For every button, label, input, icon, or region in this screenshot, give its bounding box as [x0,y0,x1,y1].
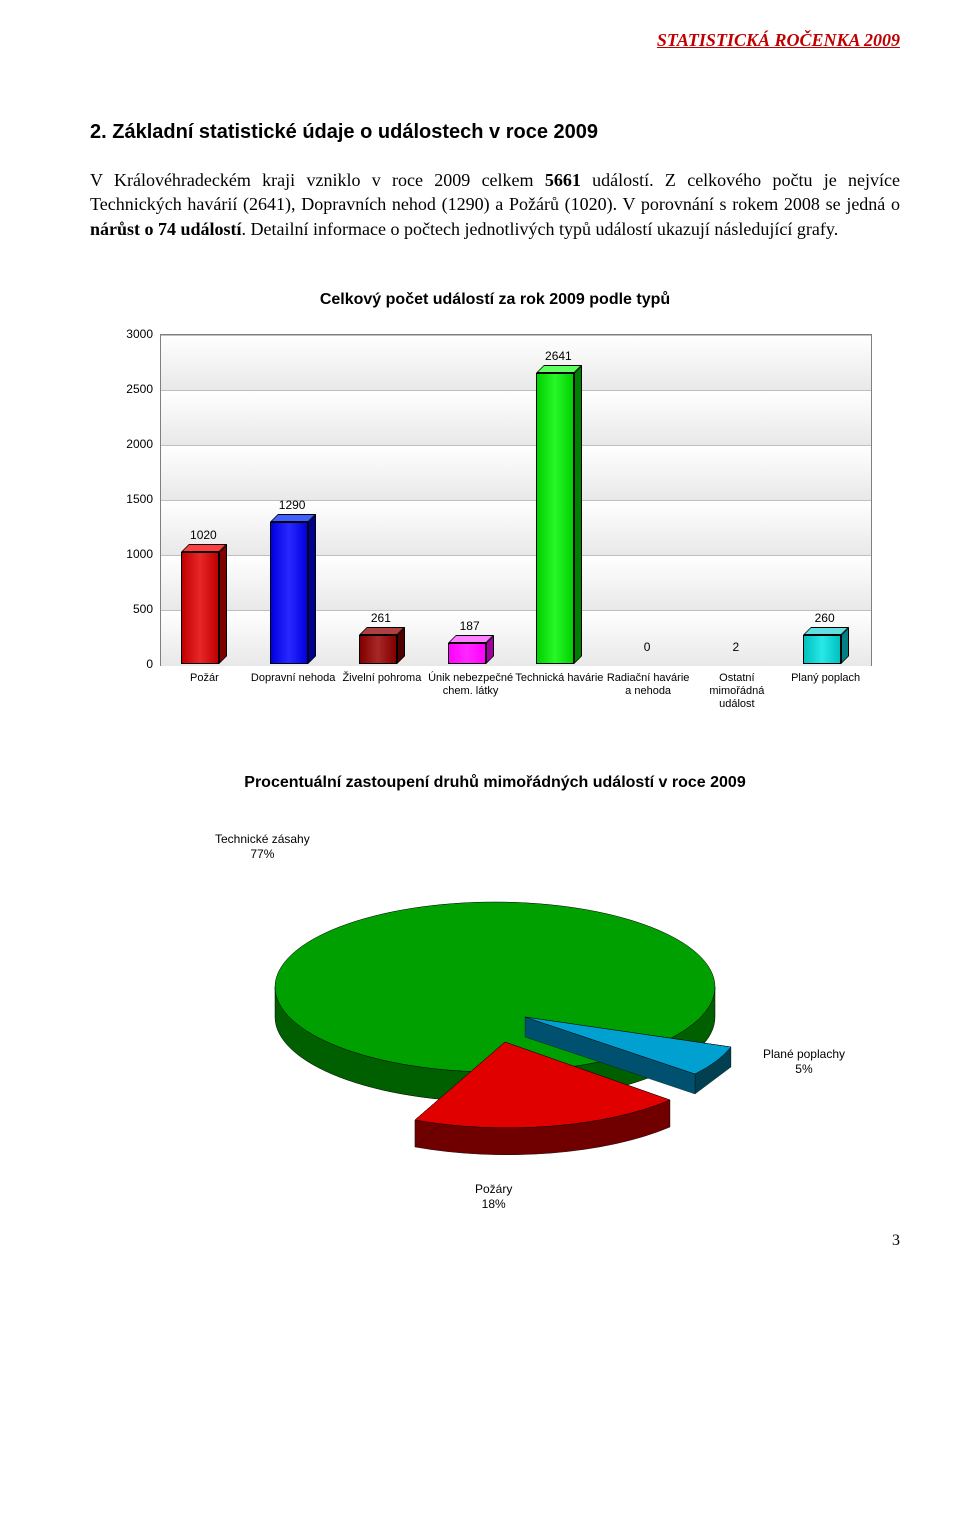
x-label: Únik nebezpečné chem. látky [426,672,515,698]
body-paragraph: V Královéhradeckém kraji vzniklo v roce … [90,168,900,241]
pie-label-pct: 77% [250,847,274,861]
x-label: Radiační havárie a nehoda [604,672,693,698]
bar: 261 [359,635,405,664]
page-number: 3 [90,1232,900,1250]
y-tick: 2000 [105,437,153,451]
bar-value: 260 [795,611,855,625]
pie-chart: Procentuální zastoupení druhů mimořádnýc… [90,774,900,1222]
text-bold: 5661 [545,170,581,190]
x-label: Technická havárie [515,672,604,685]
y-tick: 2500 [105,382,153,396]
bar: 187 [448,643,494,664]
bar-value: 187 [440,619,500,633]
pie-label-pct: 5% [795,1062,812,1076]
pie-label-name: Plané poplachy [763,1047,845,1061]
page-header: STATISTICKÁ ROČENKA 2009 [90,30,900,51]
text-bold: nárůst o 74 událostí [90,219,242,239]
pie-chart-title: Procentuální zastoupení druhů mimořádnýc… [90,774,900,792]
x-label: Živelní pohroma [338,672,427,685]
pie-label-name: Technické zásahy [215,832,310,846]
bar-value: 1290 [262,498,322,512]
pie-label-pct: 18% [482,1197,506,1211]
x-label: Planý poplach [781,672,870,685]
y-tick: 1500 [105,492,153,506]
bar-value: 261 [351,611,411,625]
x-label: Ostatní mimořádná událost [693,672,782,712]
bar-value: 1020 [173,528,233,542]
bar: 260 [803,635,849,664]
text: V Královéhradeckém kraji vzniklo v roce … [90,170,545,190]
pie-label-plane: Plané poplachy 5% [763,1047,845,1078]
bar-chart-title: Celkový počet událostí za rok 2009 podle… [105,291,885,309]
pie-svg [105,822,885,1222]
bar: 1290 [270,522,316,664]
x-label: Dopravní nehoda [249,672,338,685]
y-tick: 0 [105,657,153,671]
section-title: 2. Základní statistické údaje o událoste… [90,121,900,144]
y-tick: 1000 [105,547,153,561]
pie-label-tech: Technické zásahy 77% [215,832,310,863]
bar: 2641 [536,373,582,664]
bar-value: 2641 [528,349,588,363]
bar-value: 0 [617,640,677,654]
x-label: Požár [160,672,249,685]
pie-label-name: Požáry [475,1182,512,1196]
bar-chart: Celkový počet událostí za rok 2009 podle… [105,291,885,714]
pie-label-pozary: Požáry 18% [475,1182,512,1213]
bar: 1020 [181,552,227,664]
y-tick: 3000 [105,327,153,341]
bar: 0 [625,664,671,665]
text: . Detailní informace o počtech jednotliv… [242,219,839,239]
y-tick: 500 [105,602,153,616]
bar-value: 2 [706,640,766,654]
